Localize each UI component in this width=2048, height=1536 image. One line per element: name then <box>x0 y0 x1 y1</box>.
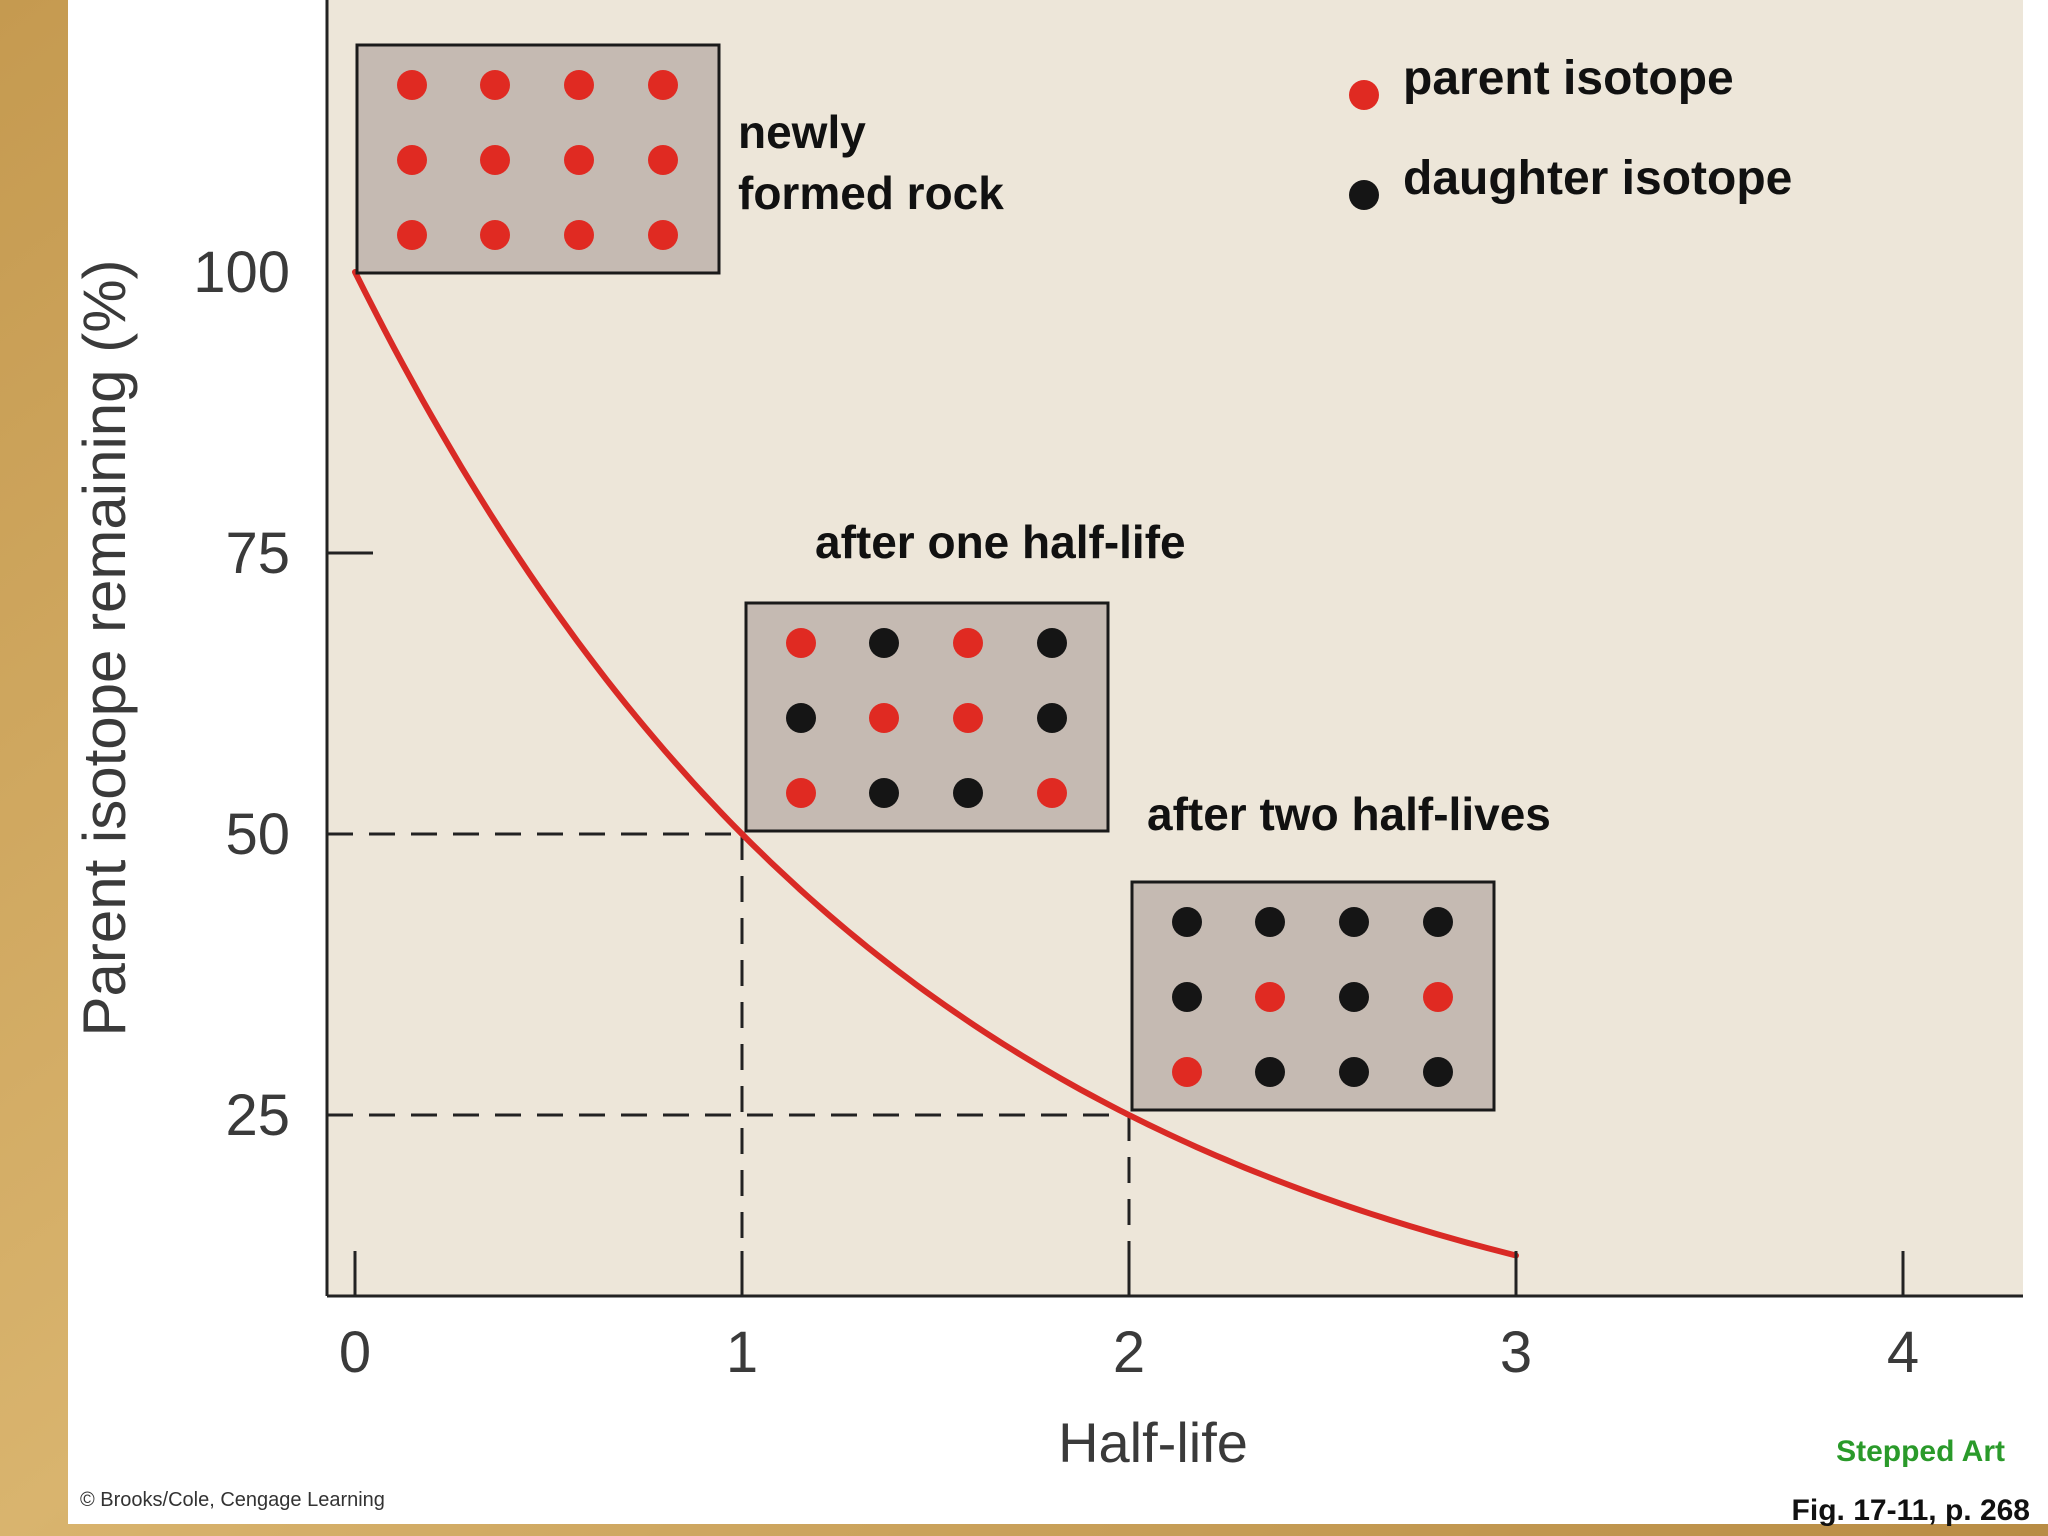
daughter-isotope-dot <box>869 628 899 658</box>
parent-isotope-dot <box>1037 778 1067 808</box>
daughter-isotope-dot <box>1339 907 1369 937</box>
legend-label-daughter: daughter isotope <box>1403 152 1792 205</box>
sample-label-rock: formed rock <box>738 167 1004 219</box>
y-tick-label-75: 75 <box>225 521 290 586</box>
daughter-isotope-dot <box>1255 1057 1285 1087</box>
daughter-isotope-dot <box>1423 907 1453 937</box>
daughter-isotope-dot <box>1037 703 1067 733</box>
daughter-isotope-dot <box>1255 907 1285 937</box>
parent-isotope-dot <box>564 220 594 250</box>
sample-label-one: after one half-life <box>815 516 1186 568</box>
y-tick-label-25: 25 <box>225 1083 290 1148</box>
parent-isotope-dot <box>564 70 594 100</box>
sample-box-rock: newly formed rock <box>355 43 1004 275</box>
parent-isotope-dot <box>564 145 594 175</box>
decay-curve <box>352 269 1519 1259</box>
parent-isotope-dot <box>786 778 816 808</box>
x-tick-label-0: 0 <box>339 1320 371 1385</box>
x-tick-label-2: 2 <box>1113 1320 1145 1385</box>
parent-isotope-dot <box>397 70 427 100</box>
parent-isotope-dot <box>480 70 510 100</box>
x-axis-label: Half-life <box>1058 1411 1248 1474</box>
daughter-isotope-dot <box>1037 628 1067 658</box>
parent-isotope-dot <box>1255 982 1285 1012</box>
daughter-isotope-dot <box>1423 1057 1453 1087</box>
daughter-isotope-dot <box>786 703 816 733</box>
daughter-isotope-dot <box>953 778 983 808</box>
parent-isotope-dot <box>953 628 983 658</box>
y-tick-label-50: 50 <box>225 802 290 867</box>
sample-label-rock: newly <box>738 106 866 158</box>
legend-label-parent: parent isotope <box>1403 52 1734 105</box>
red-dot-icon <box>1349 80 1379 110</box>
stepped-art-panel <box>1780 1418 2048 1474</box>
parent-isotope-dot <box>648 145 678 175</box>
parent-isotope-dot <box>1172 1057 1202 1087</box>
daughter-isotope-dot <box>1339 982 1369 1012</box>
credit-text: © Brooks/Cole, Cengage Learning <box>80 1489 385 1511</box>
parent-isotope-dot <box>648 70 678 100</box>
y-tick-label-100: 100 <box>193 240 290 305</box>
sample-box-two: after two half-lives <box>1130 788 1551 1112</box>
x-tick-label-1: 1 <box>726 1320 758 1385</box>
parent-isotope-dot <box>648 220 678 250</box>
x-tick-label-3: 3 <box>1500 1320 1532 1385</box>
daughter-isotope-dot <box>1172 907 1202 937</box>
y-axis-label: Parent isotope remaining (%) <box>71 259 138 1036</box>
figure-reference: Fig. 17-11, p. 268 <box>1792 1494 2030 1527</box>
black-dot-icon <box>1349 180 1379 210</box>
daughter-isotope-dot <box>1172 982 1202 1012</box>
parent-isotope-dot <box>397 145 427 175</box>
parent-isotope-dot <box>953 703 983 733</box>
parent-isotope-dot <box>1423 982 1453 1012</box>
sample-label-two: after two half-lives <box>1147 788 1551 840</box>
sample-box-one: after one half-life <box>744 516 1186 833</box>
daughter-isotope-dot <box>1339 1057 1369 1087</box>
parent-isotope-dot <box>480 145 510 175</box>
parent-isotope-dot <box>786 628 816 658</box>
daughter-isotope-dot <box>869 778 899 808</box>
parent-isotope-dot <box>869 703 899 733</box>
parent-isotope-dot <box>397 220 427 250</box>
parent-isotope-dot <box>480 220 510 250</box>
x-tick-label-4: 4 <box>1887 1320 1919 1385</box>
stepped-art-label: Stepped Art <box>1836 1435 2005 1468</box>
